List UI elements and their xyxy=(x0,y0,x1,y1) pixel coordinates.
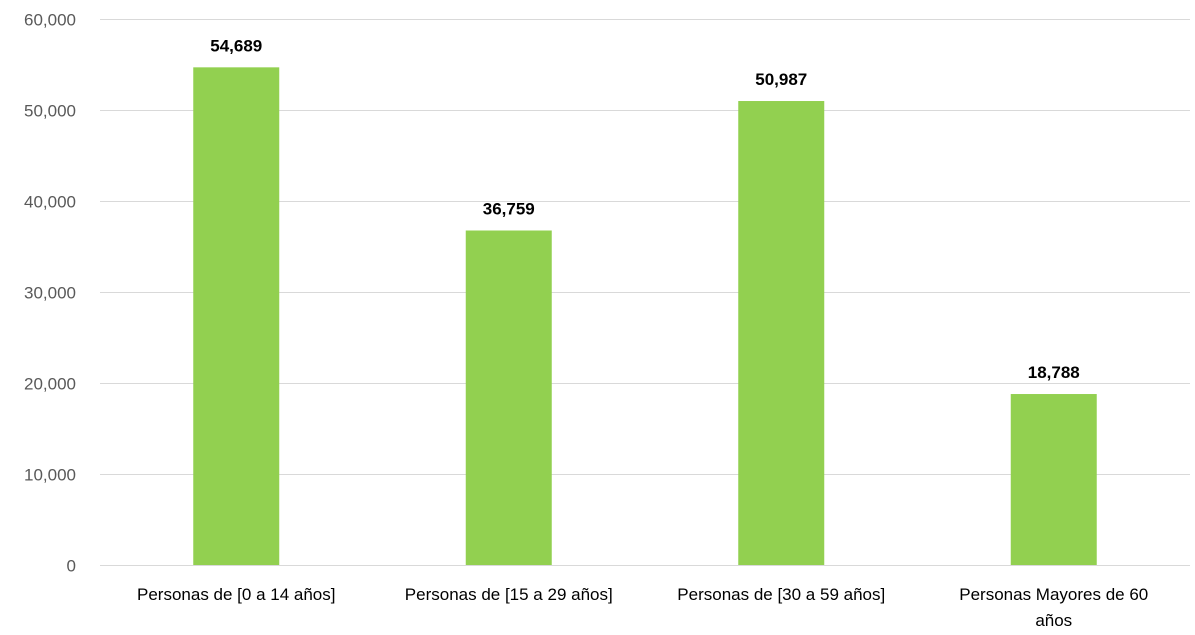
y-axis-tick-labels: 0 10,000 20,000 30,000 40,000 50,000 60,000 xyxy=(24,11,76,576)
y-tick-label: 40,000 xyxy=(24,193,76,212)
x-category-label: Personas de [30 a 59 años] xyxy=(677,585,885,604)
bars xyxy=(193,67,1097,565)
data-label: 18,788 xyxy=(1028,363,1080,382)
data-label: 50,987 xyxy=(755,70,807,89)
y-tick-label: 60,000 xyxy=(24,11,76,30)
bar xyxy=(465,230,552,565)
gridlines xyxy=(100,19,1190,566)
y-tick-label: 10,000 xyxy=(24,466,76,485)
bar xyxy=(738,101,825,565)
bar xyxy=(1010,394,1097,565)
x-category-label: Personas de [0 a 14 años] xyxy=(137,585,335,604)
x-category-label: Personas de [15 a 29 años] xyxy=(405,585,613,604)
y-tick-label: 20,000 xyxy=(24,375,76,394)
y-tick-label: 50,000 xyxy=(24,102,76,121)
data-labels: 54,689 36,759 50,987 18,788 xyxy=(210,36,1080,382)
x-axis-category-labels: Personas de [0 a 14 años] Personas de [15… xyxy=(137,585,1148,630)
y-tick-label: 0 xyxy=(67,557,76,576)
x-category-label: Personas Mayores de 60 años xyxy=(959,585,1148,630)
y-tick-label: 30,000 xyxy=(24,284,76,303)
bar xyxy=(193,67,280,565)
data-label: 54,689 xyxy=(210,36,262,55)
data-label: 36,759 xyxy=(483,199,535,218)
